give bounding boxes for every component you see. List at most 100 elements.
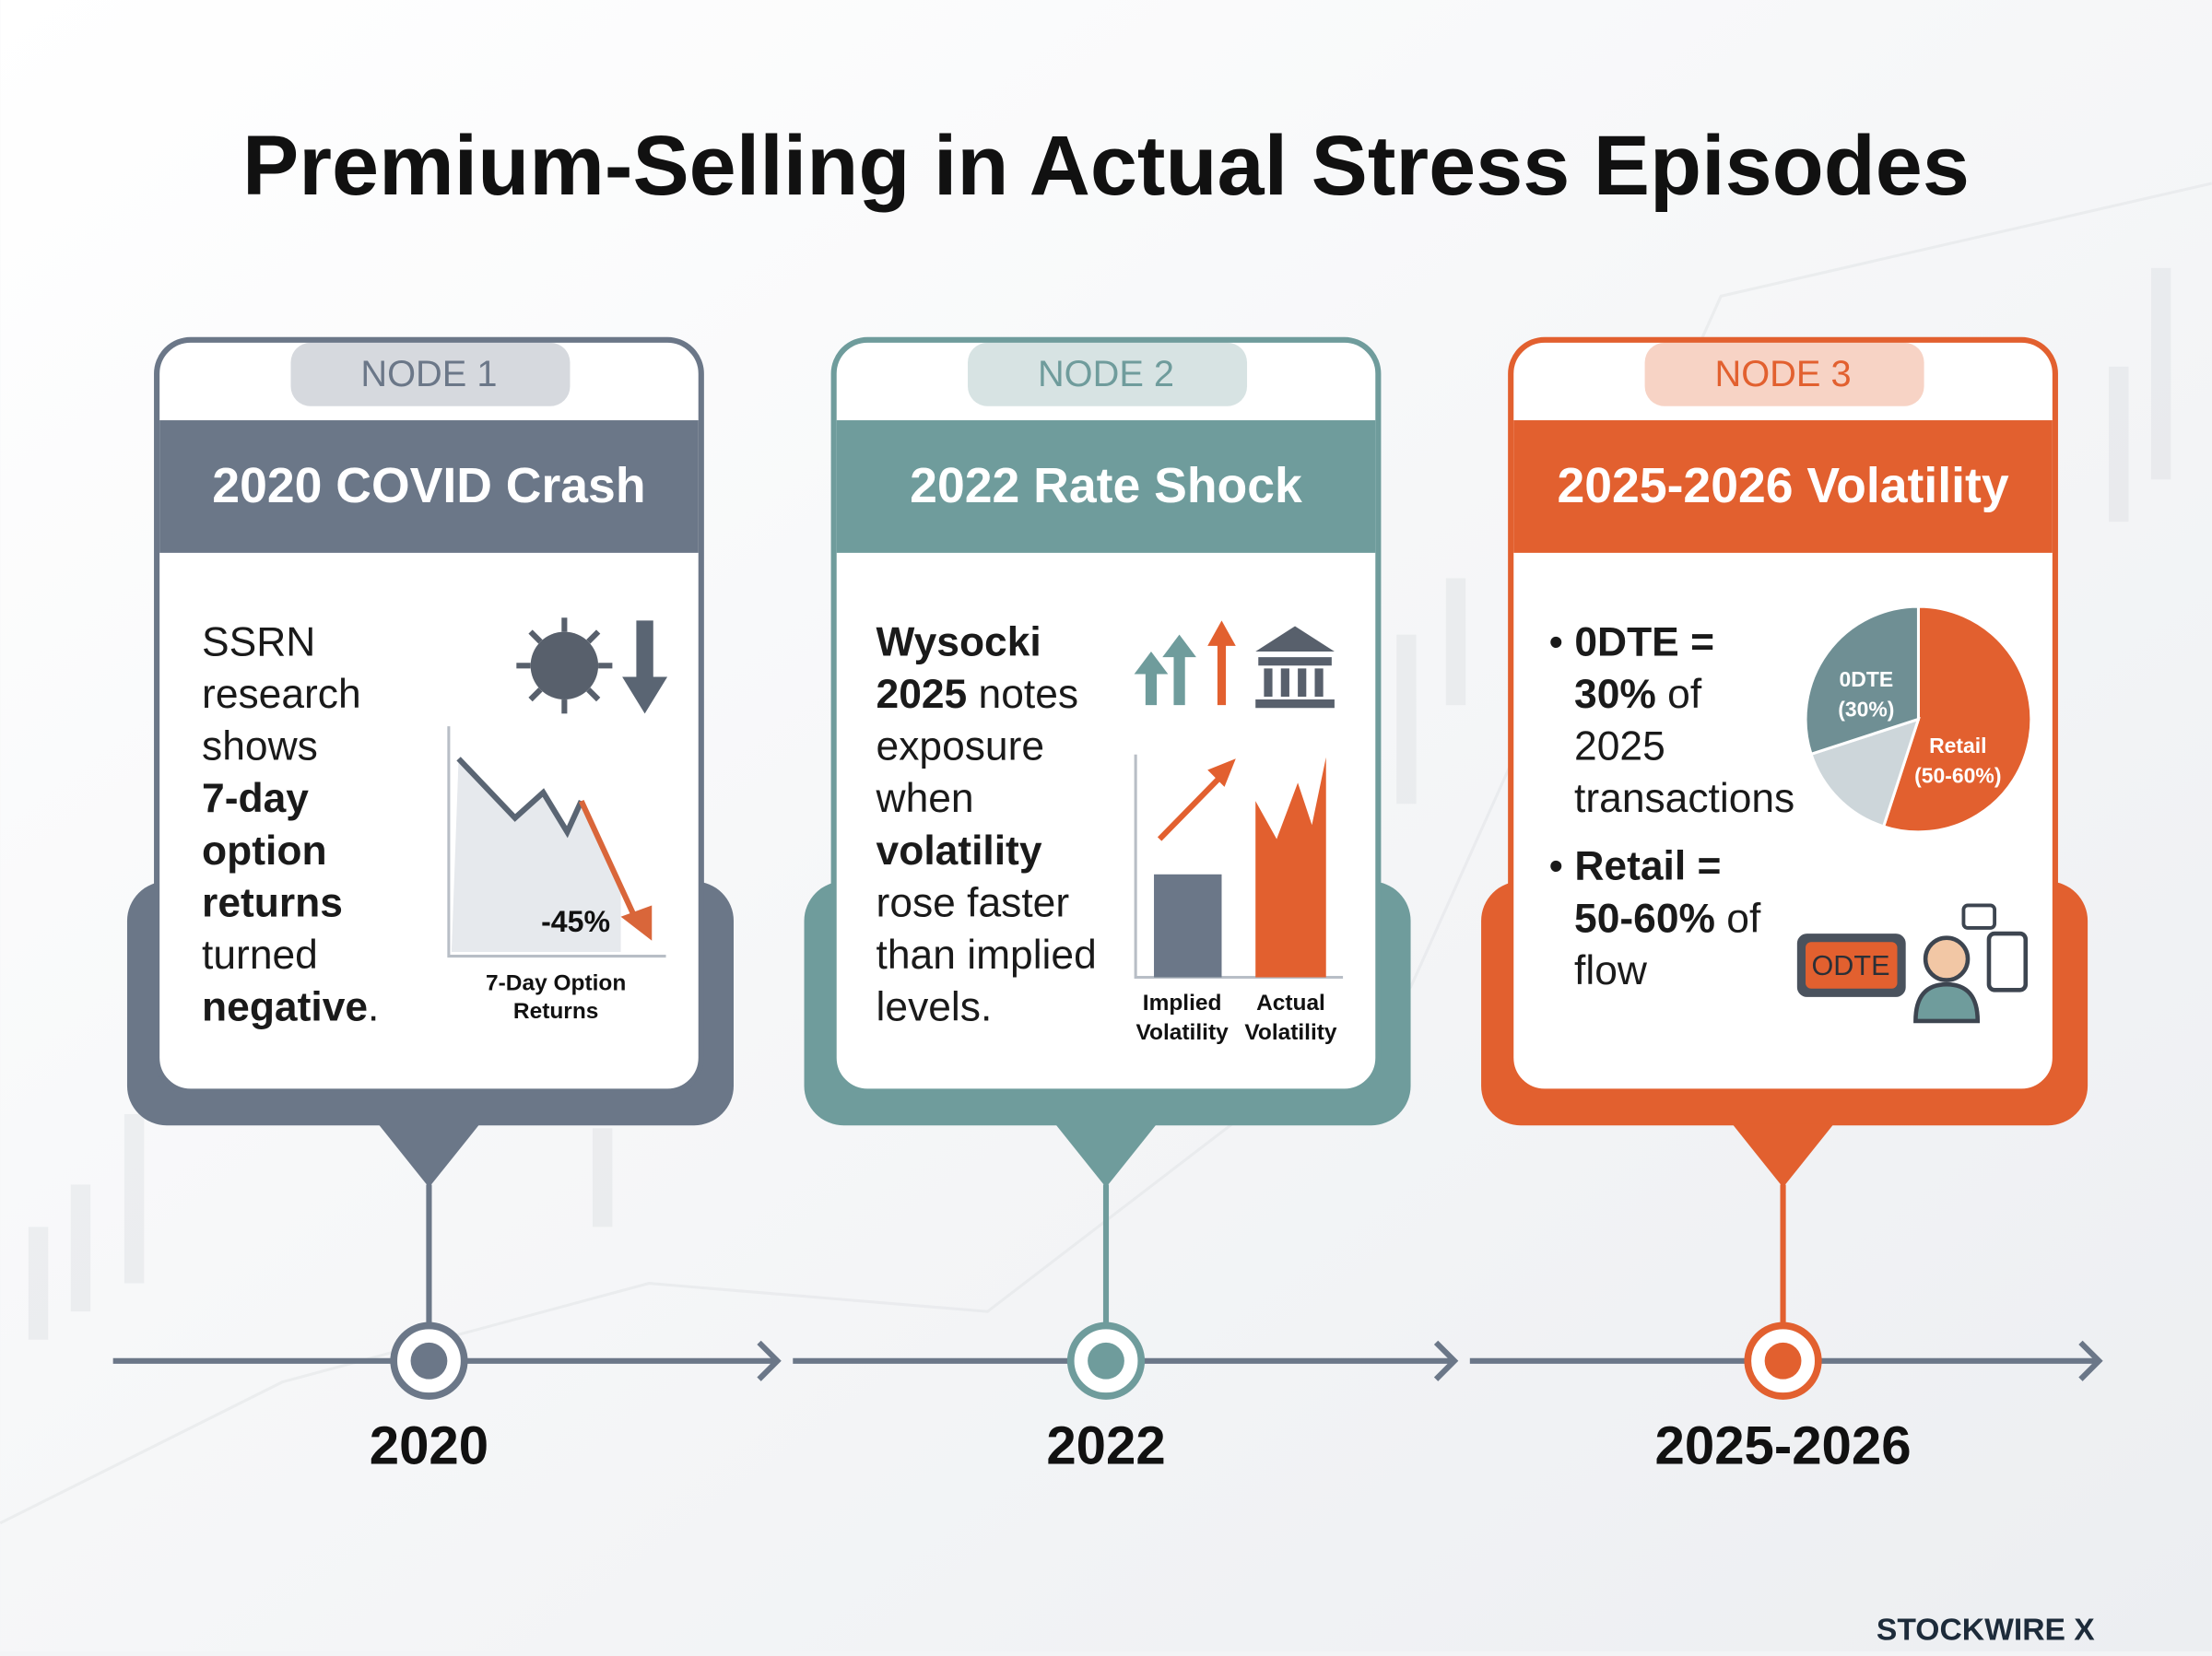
body-line: volatility: [877, 828, 1042, 874]
bar-label: Volatility: [1244, 1020, 1337, 1045]
body-text: of: [1715, 896, 1761, 941]
body-text: negative: [202, 984, 368, 1029]
body-line: turned: [202, 933, 318, 978]
card-header: [1513, 420, 2053, 553]
body-line: exposure: [877, 723, 1044, 769]
caption: Returns: [513, 999, 598, 1024]
mini-line: [456, 757, 584, 839]
timeline-dot: [410, 1342, 448, 1380]
arrow-up-icon: [1207, 620, 1236, 706]
background-candles: [0, 182, 2212, 1525]
bar-label: Actual: [1256, 991, 1325, 1016]
nodes: NODE 1 2020 COVID Crash 2020 SSRN research sh…: [126, 336, 2088, 1476]
body-line: 30% of: [1574, 672, 1702, 717]
virus-spike: [528, 687, 543, 702]
tab-label: NODE 1: [360, 354, 497, 394]
node: NODE 1 2020 COVID Crash 2020 SSRN research sh…: [126, 336, 734, 1476]
body-text: returns: [202, 880, 343, 925]
year: 2022: [1046, 1416, 1165, 1476]
body-text: 0DTE =: [1563, 619, 1714, 664]
body-line: SSRN: [202, 619, 315, 664]
body-line: transactions: [1574, 776, 1794, 821]
body-text: shows: [202, 723, 318, 769]
node: NODE 3 2025-2026 Volatility 2025-2026 • 0DT…: [1481, 336, 2088, 1476]
pie-value: (50-60%): [1914, 763, 2001, 787]
virus-spike: [528, 629, 543, 644]
body-line: 50-60% of: [1574, 896, 1761, 941]
title: Premium-Selling in Actual Stress Episode…: [242, 119, 1970, 213]
body-text: 2025: [877, 672, 968, 717]
body-text: •: [1549, 619, 1564, 664]
tab: [290, 342, 571, 406]
trend-arrowhead: [1207, 758, 1236, 787]
pie-value: (30%): [1838, 697, 1894, 721]
body-text: turned: [202, 933, 318, 978]
arrows-icon: [1134, 634, 1196, 706]
body-line: than implied: [877, 933, 1097, 978]
body-line: shows: [202, 723, 318, 769]
year: 2025-2026: [1655, 1416, 1912, 1476]
change-label: -45%: [541, 905, 610, 938]
node: NODE 2 2022 Rate Shock 2022 Wysocki 2025 not…: [804, 336, 1411, 1476]
pie-label: Retail: [1929, 734, 1986, 758]
body-line: returns: [202, 880, 343, 925]
body-text: when: [876, 776, 974, 821]
node-title: 2020 COVID Crash: [212, 459, 645, 513]
body-text: 7-day: [202, 776, 309, 821]
tab-label: NODE 3: [1715, 354, 1852, 394]
body-line: research: [202, 672, 361, 717]
body-line: flow: [1574, 948, 1648, 993]
body-line: 2025 notes: [877, 672, 1079, 717]
body-line: rose faster: [877, 880, 1070, 925]
year: 2020: [370, 1416, 488, 1476]
sign-screen: [1806, 942, 1898, 989]
body-text: 50-60%: [1574, 896, 1715, 941]
card-header: [836, 420, 1376, 553]
body-text: SSRN: [202, 619, 315, 664]
mini-area: [451, 758, 621, 952]
pie-slice: [1804, 605, 1920, 757]
body-text: levels.: [877, 984, 993, 1029]
body-line: negative.: [202, 984, 379, 1029]
node-title: 2022 Rate Shock: [910, 459, 1302, 513]
body-text: rose faster: [877, 880, 1070, 925]
body-line: levels.: [877, 984, 993, 1029]
person-body: [1913, 981, 1981, 1024]
body-text: Wysocki: [877, 619, 1041, 664]
tab: [1644, 342, 1924, 406]
brand: STOCKWIRE X: [1877, 1613, 2095, 1647]
body-text: flow: [1574, 948, 1648, 993]
body-text: exposure: [877, 723, 1044, 769]
pie-slice: [1881, 605, 2033, 834]
body-text: •: [1549, 843, 1564, 888]
virus-spike: [586, 629, 601, 644]
body-line: 7-day: [202, 776, 309, 821]
card-header: [159, 420, 699, 553]
person-head: [1923, 935, 1971, 982]
mini-axis: [447, 726, 666, 958]
bar-label: Volatility: [1136, 1020, 1230, 1045]
body-text: research: [202, 672, 361, 717]
implied-bar: [1154, 874, 1222, 978]
card-pointer: [1054, 1123, 1158, 1188]
tab: [968, 342, 1248, 406]
timeline-dot: [1764, 1342, 1802, 1380]
body-line: • Retail =: [1549, 843, 1722, 888]
body-line: when: [876, 776, 974, 821]
mini-arrowhead: [620, 905, 653, 941]
body-text: 30%: [1574, 672, 1656, 717]
virus-spike: [586, 687, 601, 702]
bar-label: Implied: [1143, 991, 1222, 1016]
body-line: 2025: [1574, 723, 1665, 769]
tab-label: NODE 2: [1038, 354, 1174, 394]
card-pointer: [1732, 1123, 1834, 1188]
sign-text: ODTE: [1812, 950, 1890, 981]
virus-icon: [530, 631, 599, 700]
body-text: .: [368, 984, 379, 1029]
device-icon: [1986, 931, 2029, 992]
body-text: volatility: [877, 828, 1042, 874]
body-text: transactions: [1574, 776, 1794, 821]
node-title: 2025-2026 Volatility: [1557, 459, 2008, 513]
mini-drop: [578, 799, 641, 925]
